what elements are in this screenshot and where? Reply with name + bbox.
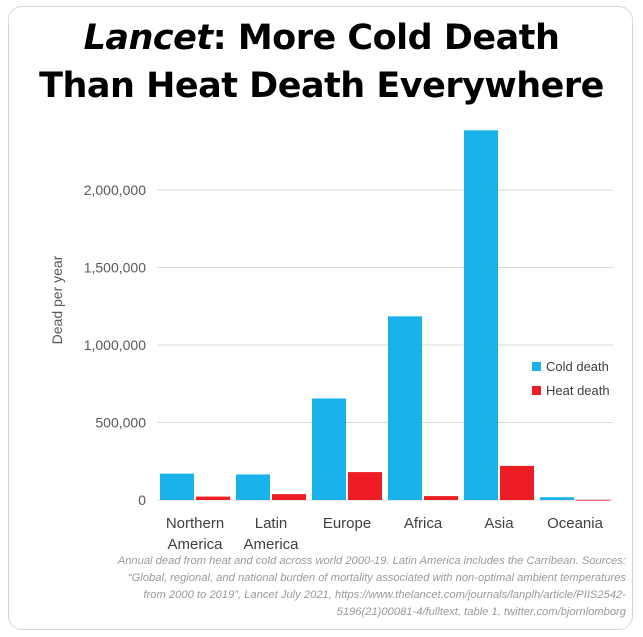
source-caption: Annual dead from heat and cold across wo…: [14, 553, 626, 621]
y-tick-label: 1,000,000: [84, 337, 146, 353]
heat-death-bar: [272, 494, 306, 500]
x-tick-label: Latin: [255, 515, 288, 532]
cold-death-bar: [312, 398, 346, 500]
heat-death-bar: [424, 496, 458, 500]
y-axis-label: Dead per year: [49, 255, 65, 344]
cold-death-bar: [236, 474, 270, 500]
x-tick-label: Asia: [484, 515, 514, 532]
x-tick-label: Northern: [166, 515, 224, 532]
caption-line: Annual dead from heat and cold across wo…: [117, 555, 626, 567]
chart-title-line-1: Lancet: More Cold Death: [0, 14, 643, 62]
x-tick-label: Africa: [404, 515, 443, 532]
x-tick-label: Oceania: [547, 515, 604, 532]
cold-death-bar: [540, 497, 574, 500]
x-tick-label: America: [167, 536, 223, 553]
heat-death-bar: [348, 472, 382, 500]
chart-title-line-2: Than Heat Death Everywhere: [39, 66, 604, 106]
y-tick-label: 2,000,000: [84, 182, 146, 198]
legend-label: Heat death: [546, 383, 610, 398]
x-tick-label: America: [243, 536, 299, 553]
cold-death-bar: [464, 130, 498, 500]
chart-title: Lancet: More Cold Death Than Heat Death …: [0, 14, 643, 110]
heat-death-bar: [500, 465, 534, 500]
caption-line: 5196(21)00081-4/fulltext, table 1, twitt…: [336, 606, 626, 618]
x-tick-label: Europe: [323, 515, 371, 532]
legend-swatch: [532, 362, 541, 371]
caption-line: from 2000 to 2019”, Lancet July 2021, ht…: [143, 589, 626, 601]
y-tick-label: 0: [138, 492, 146, 508]
tweet-image-frame: [8, 6, 633, 630]
caption-line: “Global, regional, and national burden o…: [127, 572, 626, 584]
y-tick-label: 500,000: [95, 415, 146, 431]
cold-death-bar: [388, 316, 422, 500]
cold-death-bar: [160, 473, 194, 500]
chart-title-italic: Lancet: [83, 18, 214, 58]
chart-title-rest: : More Cold Death: [212, 18, 560, 58]
legend-swatch: [532, 386, 541, 395]
heat-death-bar: [576, 499, 610, 501]
heat-death-bar: [196, 496, 230, 500]
y-tick-label: 1,500,000: [84, 260, 146, 276]
legend-label: Cold death: [546, 359, 609, 374]
